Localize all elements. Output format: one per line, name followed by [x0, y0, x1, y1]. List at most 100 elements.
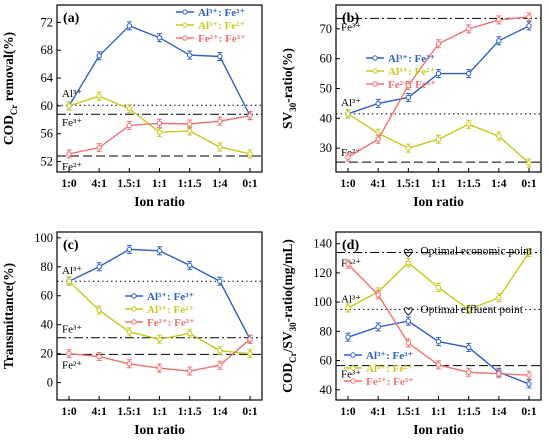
data-point — [345, 261, 351, 267]
data-point — [526, 14, 532, 20]
panel-label: (a) — [63, 11, 80, 26]
x-tick-label: 1:1 — [431, 178, 447, 190]
y-tick-label: 140 — [313, 237, 332, 251]
y-tick-label: 60 — [320, 354, 333, 368]
data-point — [465, 121, 472, 127]
x-tick-label: 1:4 — [212, 178, 228, 190]
y-tick-label: 68 — [41, 43, 54, 57]
y-tick-label: 20 — [41, 347, 54, 361]
reference-line-label: Al³⁺ — [62, 265, 82, 277]
x-tick-label: 1:0 — [340, 178, 356, 190]
x-tick-label: 1:1 — [152, 178, 168, 190]
x-tick-label: 0:1 — [242, 406, 258, 418]
y-tick-label: 80 — [320, 324, 333, 338]
data-point — [186, 121, 193, 127]
y-tick-label: 60 — [320, 52, 333, 66]
data-point — [186, 368, 193, 374]
x-tick-label: 1.5:1 — [396, 178, 420, 190]
data-point — [496, 38, 502, 44]
data-point — [247, 112, 253, 119]
reference-line-label: Fe²⁺ — [62, 359, 82, 371]
data-point — [186, 52, 193, 58]
data-point — [345, 334, 351, 340]
data-point — [126, 122, 133, 129]
legend-marker — [372, 68, 378, 74]
data-point — [405, 340, 412, 346]
data-point — [526, 160, 532, 166]
data-point — [156, 35, 163, 41]
annotation-label: Optimal effluent point — [420, 304, 523, 316]
data-point — [496, 133, 502, 139]
data-point — [435, 70, 442, 77]
data-point — [375, 100, 381, 107]
legend-label: Al³⁺: Fe²⁺ — [147, 304, 194, 316]
legend-marker — [350, 352, 356, 358]
data-point — [96, 93, 102, 99]
reference-line-label: Fe³⁺ — [341, 369, 361, 381]
legend-label: Fe²⁺: Fe³⁺ — [147, 317, 195, 329]
reference-line-label: Fe²⁺ — [341, 147, 361, 159]
x-tick-label: 4:1 — [370, 406, 386, 418]
data-point — [345, 305, 351, 311]
y-tick-label: 72 — [41, 15, 54, 29]
y-tick-label: 70 — [320, 22, 333, 36]
data-point — [405, 145, 412, 151]
data-point — [345, 111, 351, 117]
data-point — [405, 259, 412, 266]
data-point — [375, 136, 381, 142]
legend-marker — [182, 9, 188, 15]
data-point — [405, 318, 412, 324]
x-tick-label: 1:1.5 — [178, 178, 202, 190]
data-point — [217, 144, 223, 150]
x-tick-label: 1:4 — [212, 406, 228, 418]
y-tick-label: 60 — [41, 99, 54, 113]
legend-label: Fe²⁺: Fe³⁺ — [366, 376, 414, 388]
data-point — [526, 381, 532, 387]
legend-marker — [131, 293, 137, 299]
reference-line-label: Fe³⁺ — [62, 324, 82, 336]
x-tick-label: 1:4 — [491, 406, 507, 418]
data-point — [405, 94, 412, 101]
heart-icon — [404, 307, 413, 316]
panel-label: (c) — [63, 238, 79, 253]
legend-label: Al³⁺: Fe³⁺ — [198, 7, 245, 19]
x-axis-label: Ion ratio — [413, 422, 464, 437]
data-point — [526, 249, 532, 256]
reference-line-label: Al³⁺ — [341, 293, 361, 305]
data-point — [217, 348, 223, 354]
data-point — [435, 284, 442, 291]
data-point — [96, 264, 102, 270]
x-tick-label: 1:0 — [340, 406, 356, 418]
legend-marker — [372, 55, 378, 61]
x-tick-label: 1:4 — [491, 178, 507, 190]
y-axis-label: SV30-ratio(%) — [280, 48, 298, 129]
x-axis-label: Ion ratio — [134, 422, 185, 437]
legend-label: Al³⁺: Fe²⁺ — [198, 20, 245, 32]
data-point — [126, 105, 133, 112]
data-point — [156, 365, 163, 371]
data-point — [126, 23, 133, 29]
data-point — [217, 118, 223, 124]
data-point — [156, 336, 163, 342]
data-point — [186, 262, 193, 269]
data-point — [435, 338, 442, 345]
data-point — [96, 353, 102, 360]
data-point — [96, 307, 102, 313]
data-point — [66, 103, 72, 109]
x-tick-label: 0:1 — [521, 406, 537, 418]
data-point — [247, 151, 253, 157]
x-axis-label: Ion ratio — [413, 194, 464, 209]
data-point — [96, 53, 102, 59]
data-point — [465, 26, 472, 32]
series-line-2 — [347, 252, 530, 311]
data-point — [526, 23, 532, 29]
chart-panel-3: Al³⁺ Fe³⁺ Fe²⁺ 0 20 40 60 80 100 1:0 4:1 1.5:1 1:1 1:… — [1, 231, 263, 437]
x-tick-label: 1:1 — [152, 406, 168, 418]
data-point — [247, 336, 253, 342]
data-point — [186, 330, 193, 337]
x-tick-label: 1.5:1 — [396, 406, 420, 418]
data-point — [156, 129, 163, 136]
data-point — [217, 278, 223, 284]
legend-marker — [372, 81, 378, 87]
